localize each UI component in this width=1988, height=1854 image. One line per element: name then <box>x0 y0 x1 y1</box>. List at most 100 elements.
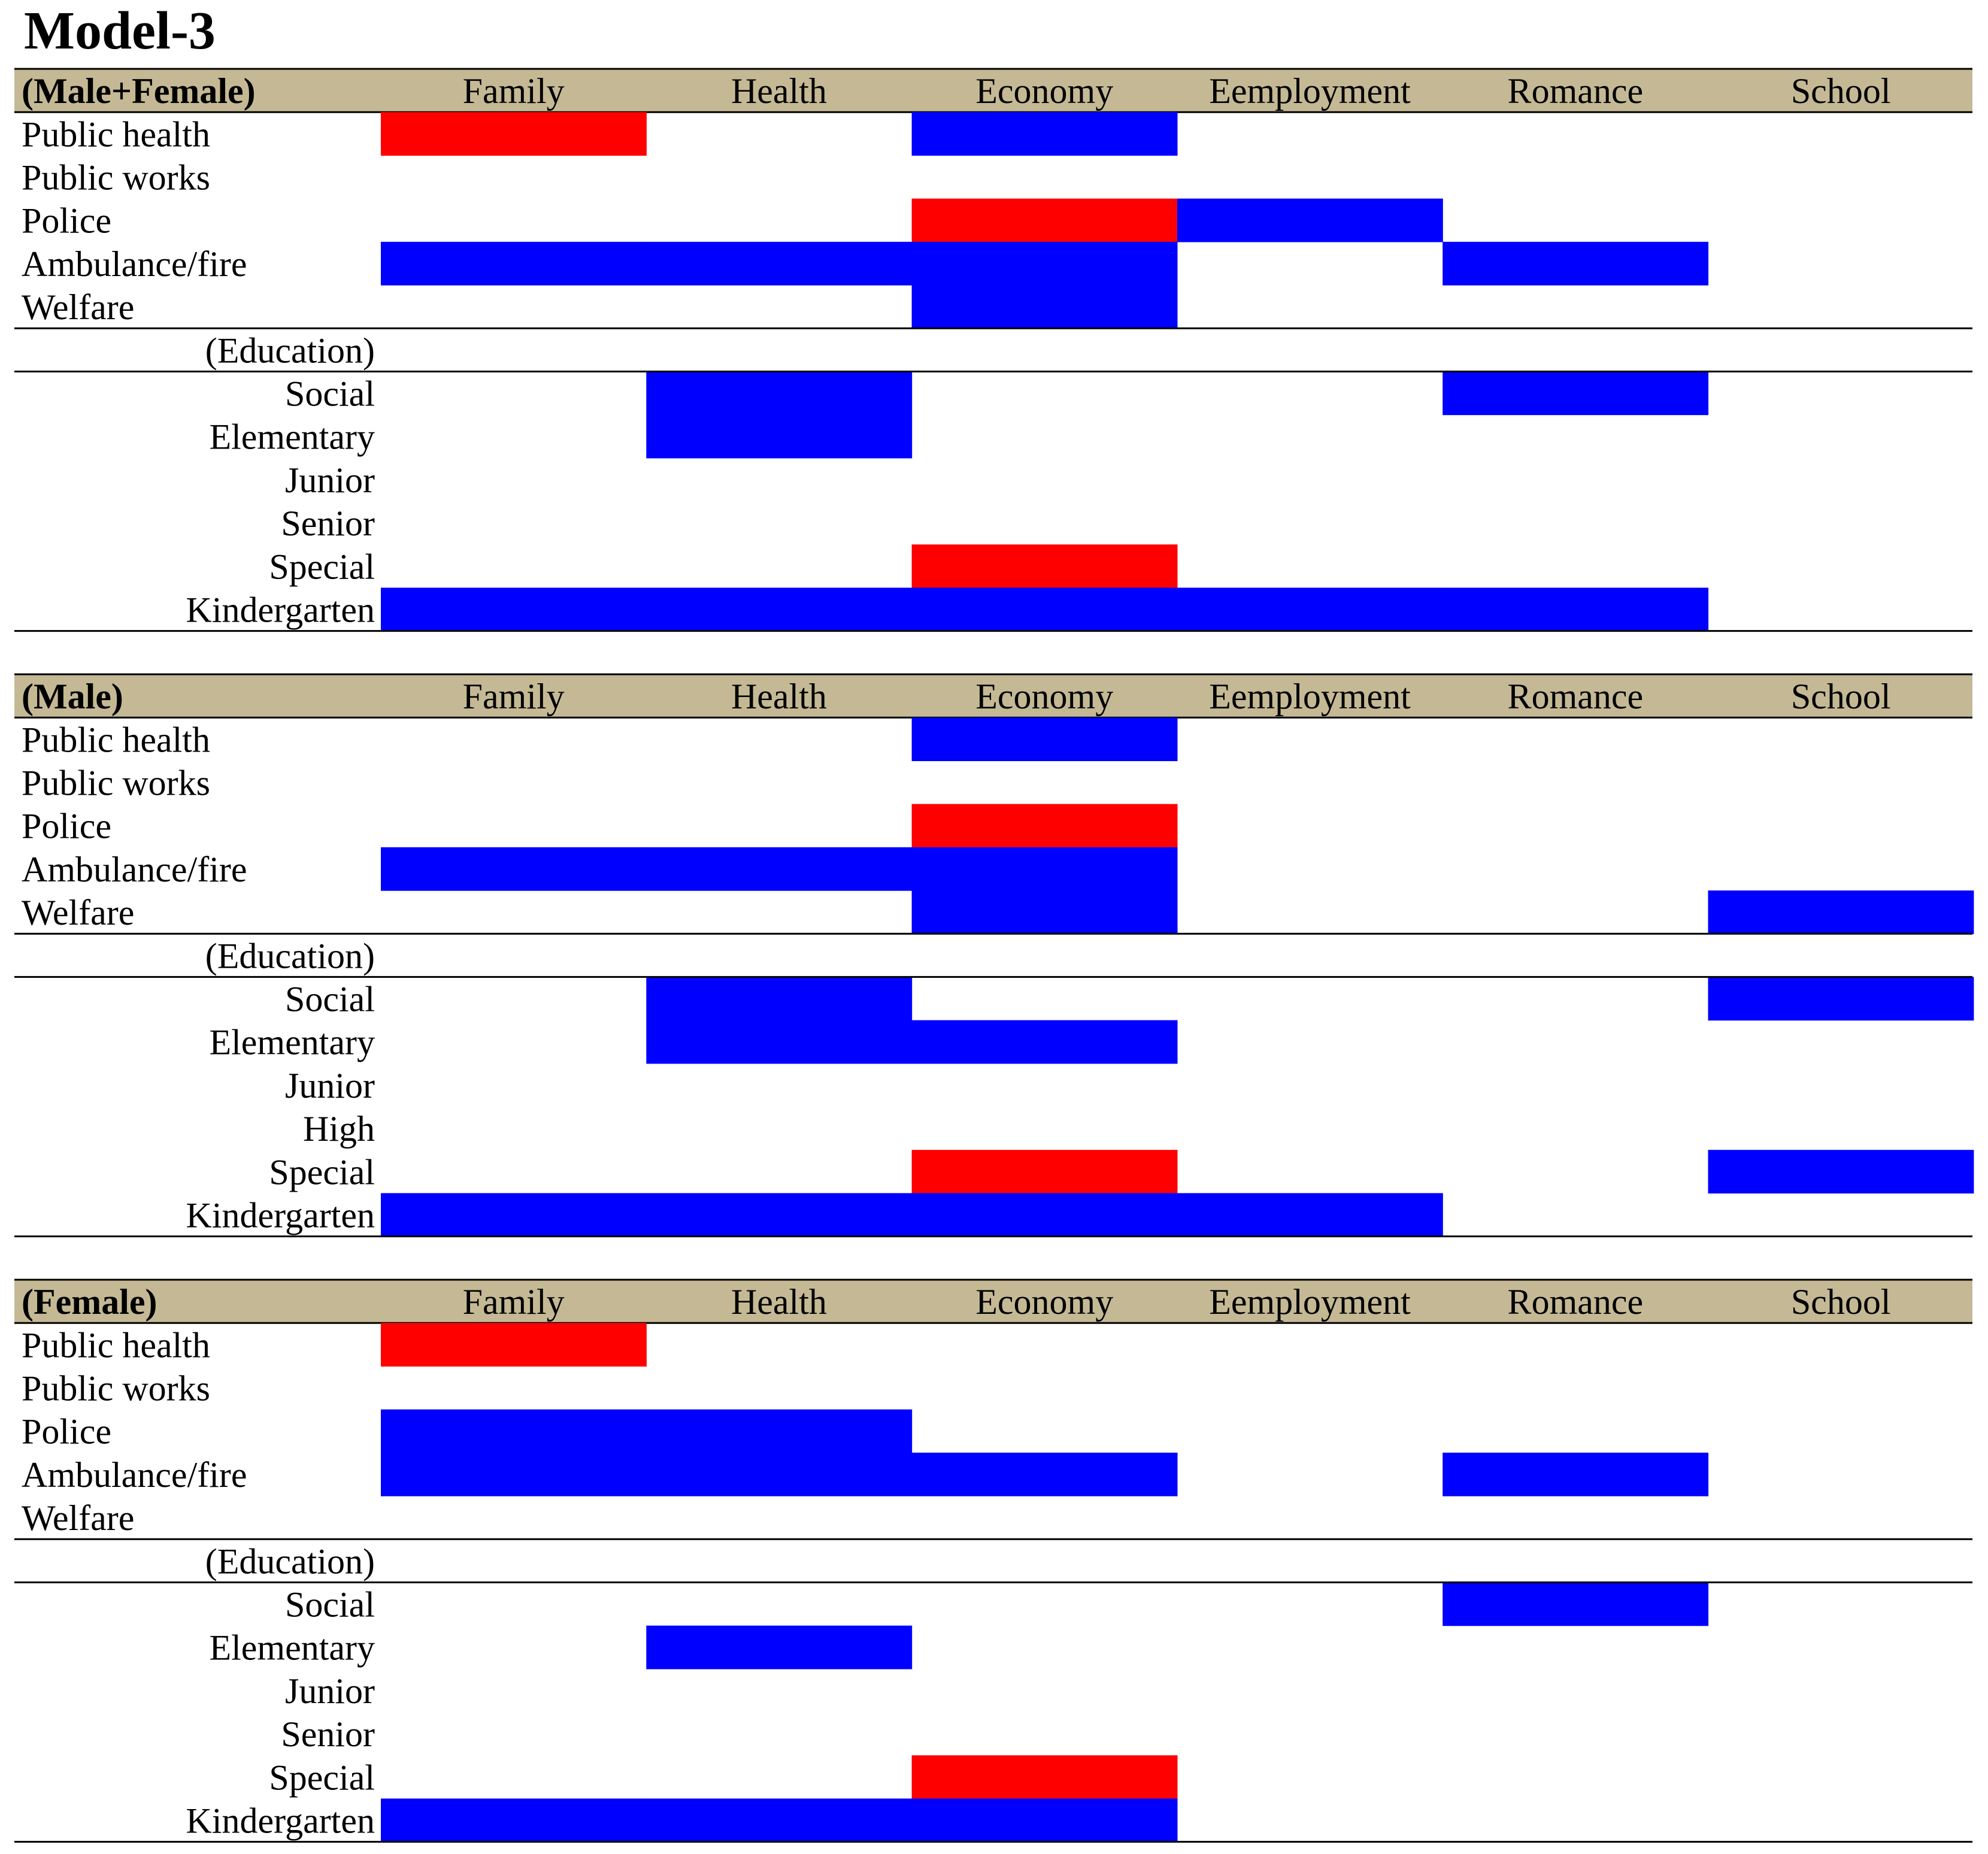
row-label: Junior <box>285 1671 375 1711</box>
heat-cell <box>1708 977 1974 1021</box>
row-label: Welfare <box>22 1498 134 1538</box>
heat-cell <box>911 198 1178 243</box>
column-label: Health <box>731 71 827 111</box>
header-band <box>14 1280 1972 1323</box>
heat-cell <box>1708 1150 1974 1193</box>
heat-cell <box>911 717 1178 761</box>
column-label: Economy <box>975 677 1113 716</box>
row-label: Special <box>269 1152 375 1192</box>
heat-cell <box>646 587 913 632</box>
heat-cell <box>1177 587 1443 632</box>
column-label: Eemployment <box>1209 1282 1411 1322</box>
heat-cell <box>381 1452 647 1496</box>
column-label: School <box>1791 677 1891 716</box>
heat-cell <box>646 1798 913 1843</box>
heat-cell <box>911 1452 1178 1496</box>
heat-cell <box>646 1020 913 1064</box>
row-label: Public health <box>22 1325 210 1365</box>
panel-label: (Male) <box>22 677 123 716</box>
row-label: Elementary <box>209 1628 375 1668</box>
row-label: Police <box>22 1412 111 1452</box>
row-label: Social <box>285 374 375 414</box>
heat-cell <box>646 1193 913 1237</box>
heat-cell <box>381 1323 647 1367</box>
column-label: School <box>1791 1282 1891 1322</box>
heat-cell <box>911 804 1178 848</box>
row-label: Social <box>285 980 375 1019</box>
page-title: Model-3 <box>24 1 216 60</box>
heat-cell <box>381 587 647 632</box>
heat-cell <box>381 847 647 891</box>
heat-cell <box>646 1452 913 1496</box>
row-label: Public works <box>22 764 210 803</box>
heat-cell <box>1442 371 1709 416</box>
row-label: Senior <box>281 1714 375 1754</box>
row-label: Special <box>269 1758 375 1797</box>
section-label: (Education) <box>205 331 375 370</box>
panel-1: (Male+Female) Family Health Economy Eemploym… <box>14 68 1972 632</box>
column-label: Eemployment <box>1209 71 1411 111</box>
heat-cell <box>911 285 1178 329</box>
column-label: Economy <box>975 71 1113 111</box>
heat-cell <box>911 112 1178 156</box>
column-label: Family <box>463 1282 565 1322</box>
heat-cell <box>911 1020 1178 1064</box>
row-label: Ambulance/fire <box>22 850 247 889</box>
column-label: Health <box>731 1282 827 1322</box>
header-band <box>14 69 1972 113</box>
row-label: Junior <box>285 1066 375 1105</box>
heat-cell <box>1442 241 1709 286</box>
row-label: Elementary <box>209 1023 375 1062</box>
column-label: Romance <box>1508 677 1644 716</box>
column-label: School <box>1791 71 1891 111</box>
column-label: Eemployment <box>1209 677 1411 716</box>
heat-cell <box>911 587 1178 632</box>
row-label: Welfare <box>22 893 134 932</box>
heat-cell <box>911 847 1178 891</box>
heat-cell <box>646 1625 913 1670</box>
heat-cell <box>911 1755 1178 1799</box>
heat-cell <box>381 112 647 156</box>
heat-cell <box>646 1409 913 1453</box>
heat-cell <box>911 1798 1178 1843</box>
panel-label: (Female) <box>22 1282 157 1322</box>
heat-cell <box>1442 1452 1709 1496</box>
heat-cell <box>381 1798 647 1843</box>
column-label: Health <box>731 677 827 716</box>
heat-cell <box>381 1409 647 1453</box>
column-label: Romance <box>1508 1282 1644 1322</box>
heat-cell <box>911 1150 1178 1193</box>
row-label: Police <box>22 807 111 846</box>
row-label: Special <box>269 547 375 586</box>
heat-cell <box>911 1193 1178 1237</box>
row-label: Ambulance/fire <box>22 1455 247 1495</box>
row-label: Kindergarten <box>186 590 375 630</box>
column-label: Family <box>463 677 565 716</box>
row-label: Public health <box>22 114 210 154</box>
heat-cell <box>1442 1582 1709 1626</box>
heat-cell <box>1177 198 1443 243</box>
row-label: Social <box>285 1585 375 1625</box>
row-label: Public works <box>22 158 210 198</box>
heat-cell <box>1708 890 1974 934</box>
section-label: (Education) <box>205 936 375 976</box>
section-label: (Education) <box>205 1541 375 1581</box>
panel-3: (Female) Family Health Economy Eemployment Ro… <box>14 1279 1972 1843</box>
column-label: Romance <box>1508 71 1644 111</box>
heat-cell <box>1177 1193 1443 1237</box>
row-label: Elementary <box>209 417 375 457</box>
heat-cell <box>381 241 647 286</box>
column-label: Economy <box>975 1282 1113 1322</box>
row-label: Kindergarten <box>186 1196 375 1235</box>
panel-2: (Male) Family Health Economy Eemployment Roma… <box>14 673 1974 1238</box>
heat-cell <box>911 544 1178 588</box>
row-label: Welfare <box>22 287 134 327</box>
row-label: Junior <box>285 461 375 500</box>
heat-cell <box>381 1193 647 1237</box>
row-label: Public health <box>22 720 210 759</box>
heat-cell <box>646 371 913 416</box>
header-band <box>14 674 1972 718</box>
row-label: Police <box>22 201 111 241</box>
row-label: Public works <box>22 1369 210 1408</box>
